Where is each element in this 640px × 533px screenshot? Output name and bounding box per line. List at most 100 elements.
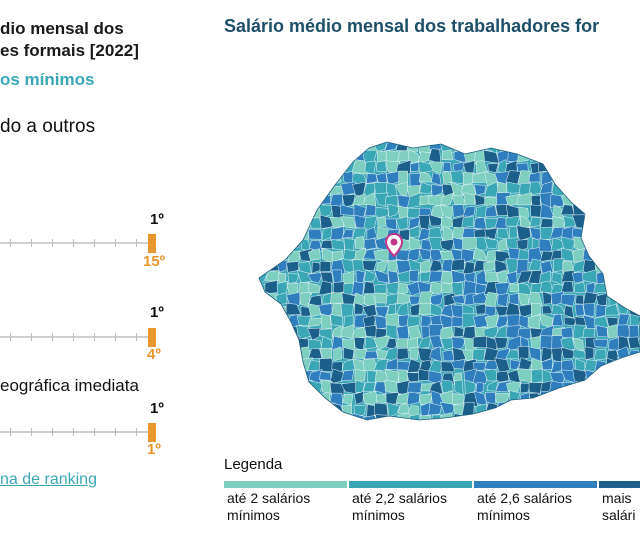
municipality-region[interactable] (616, 150, 632, 164)
municipality-region[interactable] (255, 427, 268, 430)
municipality-region[interactable] (615, 238, 632, 249)
municipality-region[interactable] (417, 151, 431, 164)
municipality-region[interactable] (538, 412, 552, 428)
municipality-region[interactable] (362, 415, 378, 426)
municipality-region[interactable] (277, 348, 291, 362)
municipality-region[interactable] (285, 394, 302, 406)
municipality-region[interactable] (626, 149, 640, 165)
municipality-region[interactable] (418, 302, 432, 315)
municipality-region[interactable] (287, 401, 302, 417)
municipality-region[interactable] (573, 172, 585, 187)
municipality-region[interactable] (494, 259, 508, 274)
municipality-region[interactable] (593, 238, 610, 251)
municipality-region[interactable] (619, 226, 631, 241)
municipality-region[interactable] (354, 302, 364, 315)
municipality-region[interactable] (263, 335, 280, 349)
municipality-region[interactable] (583, 402, 599, 417)
municipality-region[interactable] (562, 382, 576, 396)
municipality-region[interactable] (530, 282, 543, 295)
municipality-region[interactable] (322, 426, 333, 430)
municipality-region[interactable] (255, 359, 268, 371)
municipality-region[interactable] (451, 336, 467, 351)
municipality-region[interactable] (593, 338, 609, 348)
municipality-region[interactable] (419, 181, 434, 194)
municipality-region[interactable] (264, 140, 279, 150)
municipality-region[interactable] (571, 184, 585, 198)
municipality-region[interactable] (297, 160, 311, 175)
municipality-region[interactable] (275, 182, 288, 198)
municipality-region[interactable] (354, 369, 366, 382)
municipality-region[interactable] (363, 238, 377, 251)
municipality-region[interactable] (572, 337, 584, 351)
municipality-region[interactable] (538, 151, 555, 163)
municipality-region[interactable] (297, 261, 312, 274)
municipality-region[interactable] (439, 326, 454, 341)
municipality-region[interactable] (463, 192, 476, 205)
municipality-region[interactable] (530, 335, 542, 352)
municipality-region[interactable] (593, 148, 609, 164)
municipality-region[interactable] (627, 415, 640, 427)
municipality-region[interactable] (397, 149, 410, 162)
municipality-region[interactable] (363, 269, 377, 283)
municipality-region[interactable] (274, 360, 288, 371)
municipality-region[interactable] (275, 390, 291, 407)
municipality-region[interactable] (507, 426, 520, 430)
municipality-region[interactable] (605, 379, 617, 395)
municipality-region[interactable] (630, 194, 640, 209)
municipality-region[interactable] (256, 391, 268, 404)
municipality-region[interactable] (362, 192, 377, 207)
municipality-region[interactable] (255, 381, 269, 394)
municipality-region[interactable] (616, 247, 631, 262)
municipality-region[interactable] (528, 346, 541, 363)
municipality-region[interactable] (463, 160, 476, 174)
municipality-region[interactable] (340, 369, 354, 382)
municipality-region[interactable] (494, 336, 509, 349)
municipality-region[interactable] (607, 183, 621, 196)
municipality-region[interactable] (561, 346, 577, 359)
municipality-region[interactable] (343, 142, 357, 153)
municipality-region[interactable] (628, 324, 640, 340)
municipality-region[interactable] (594, 426, 609, 430)
municipality-region[interactable] (275, 426, 290, 430)
municipality-region[interactable] (419, 424, 432, 430)
municipality-region[interactable] (408, 216, 421, 230)
municipality-region[interactable] (256, 216, 266, 230)
municipality-region[interactable] (255, 181, 268, 198)
municipality-region[interactable] (627, 390, 640, 407)
municipality-region[interactable] (616, 425, 630, 430)
municipality-region[interactable] (509, 282, 521, 293)
municipality-region[interactable] (494, 324, 509, 339)
municipality-region[interactable] (495, 413, 509, 426)
municipality-region[interactable] (582, 148, 598, 165)
municipality-region[interactable] (584, 369, 599, 384)
municipality-region[interactable] (256, 236, 267, 251)
municipality-region[interactable] (276, 140, 291, 154)
municipality-region[interactable] (626, 225, 640, 240)
municipality-region[interactable] (551, 424, 565, 430)
municipality-region[interactable] (606, 140, 621, 153)
municipality-region[interactable] (472, 314, 489, 329)
municipality-region[interactable] (605, 261, 620, 274)
municipality-region[interactable] (440, 379, 454, 394)
municipality-region[interactable] (560, 280, 574, 293)
municipality-region[interactable] (409, 346, 420, 360)
municipality-region[interactable] (585, 140, 598, 154)
municipality-region[interactable] (263, 414, 277, 428)
municipality-region[interactable] (551, 172, 565, 183)
municipality-region[interactable] (584, 415, 596, 426)
municipality-region[interactable] (255, 369, 266, 385)
municipality-region[interactable] (330, 314, 344, 327)
municipality-region[interactable] (593, 214, 609, 228)
municipality-region[interactable] (428, 161, 444, 175)
municipality-region[interactable] (615, 282, 629, 297)
municipality-region[interactable] (551, 148, 564, 163)
map-regions[interactable] (255, 140, 640, 430)
municipality-region[interactable] (255, 291, 269, 306)
municipality-region[interactable] (593, 381, 607, 394)
municipality-region[interactable] (309, 217, 322, 229)
municipality-region[interactable] (265, 390, 280, 407)
municipality-region[interactable] (255, 337, 269, 351)
municipality-region[interactable] (330, 149, 345, 164)
municipality-region[interactable] (319, 162, 333, 176)
municipality-region[interactable] (484, 360, 500, 371)
